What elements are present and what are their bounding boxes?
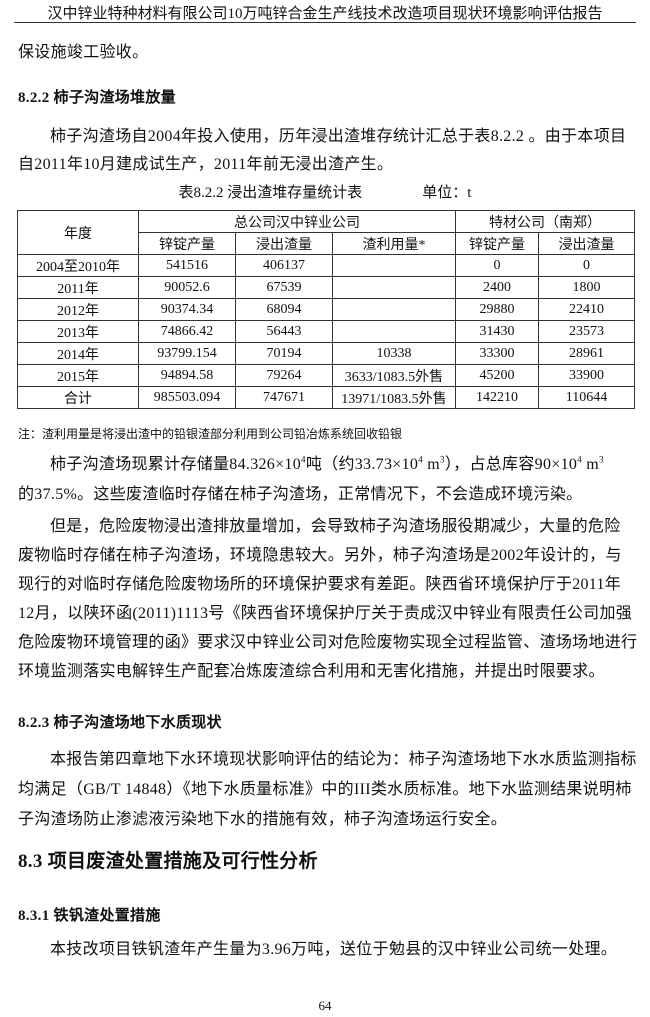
- paragraph-line: 环境监测落实电解锌生产配套冶炼废渣综合利用和无害化措施，并提出时限要求。: [18, 663, 605, 680]
- subheader: 锌锭产量: [455, 232, 539, 255]
- paragraph-line: 柿子沟渣场现累计存储量84.326×104吨（约33.73×104 m3），占总…: [50, 454, 604, 473]
- paragraph-line: 保设施竣工验收。: [18, 44, 149, 61]
- section-heading-8-3: 8.3 项目废渣处置措施及可行性分析: [18, 851, 318, 872]
- table-cell: 68094: [235, 298, 333, 321]
- paragraph-line: 本报告第四章地下水环境现状影响评估的结论为：柿子沟渣场地下水水质监测指标: [50, 751, 637, 768]
- table-row: 2011年 90052.6 67539 2400 1800: [17, 276, 635, 299]
- table-unit: 单位：t: [422, 185, 472, 201]
- table-row: 2015年 94894.58 79264 3633/1083.5外售 45200 3390…: [17, 364, 635, 387]
- section-heading-8-2-3: 8.2.3 柿子沟渣场地下水质现状: [18, 715, 222, 731]
- subheader: 浸出渣量: [538, 232, 635, 255]
- header-rule: [14, 22, 636, 23]
- leach-residue-table: 年度 总公司汉中锌业公司 特材公司（南郑） 锌锭产量 浸出渣量 渣利用量* 锌锭产量…: [17, 210, 635, 409]
- table-cell: 79264: [235, 364, 333, 387]
- table-caption: 表8.2.2 浸出渣堆存量统计表 单位：t: [0, 181, 650, 202]
- table-cell: 23573: [538, 320, 635, 343]
- table-cell: 90374.34: [138, 298, 236, 321]
- table-cell: 0: [455, 254, 539, 277]
- table-cell: 33900: [538, 364, 635, 387]
- table-row: 2004至2010年 541516 406137 0 0: [17, 254, 635, 277]
- table-cell: 13971/1083.5外售: [332, 386, 456, 409]
- table-cell: [332, 320, 456, 343]
- section-heading-8-3-1: 8.3.1 铁钒渣处置措施: [18, 908, 161, 924]
- paragraph-line: 危险废物环境管理的函》要求汉中锌业公司对危险废物实现全过程监管、渣场场地进行: [18, 634, 638, 651]
- subheader: 锌锭产量: [138, 232, 236, 255]
- table-cell: 28961: [538, 342, 635, 365]
- table-cell: 2015年: [17, 364, 139, 387]
- paragraph-line: 柿子沟渣场自2004年投入使用，历年浸出渣堆存统计汇总于表8.2.2 。由于本项…: [50, 128, 627, 145]
- table-cell: [332, 254, 456, 277]
- table-cell: 合计: [17, 386, 139, 409]
- table-cell: 985503.094: [138, 386, 236, 409]
- paragraph-line: 12月，以陕环函(2011)1113号《陕西省环境保护厅关于责成汉中锌业有限责任…: [18, 605, 633, 622]
- table-cell: 2013年: [17, 320, 139, 343]
- paragraph-line: 的37.5%。这些废渣临时存储在柿子沟渣场，正常情况下，不会造成环境污染。: [18, 486, 583, 503]
- table-cell: [332, 298, 456, 321]
- table-cell: 747671: [235, 386, 333, 409]
- table-cell: 90052.6: [138, 276, 236, 299]
- paragraph-line: 现行的对临时存储危险废物场所的环境保护要求有差距。陕西省环境保护厅于2011年: [18, 576, 622, 593]
- table-cell: 93799.154: [138, 342, 236, 365]
- header-year: 年度: [17, 210, 139, 255]
- running-header: 汉中锌业特种材料有限公司10万吨锌合金生产线技术改造项目现状环境影响评估报告: [47, 6, 603, 22]
- table-note: 注：渣利用量是将浸出渣中的铅银渣部分利用到公司铅冶炼系统回收铅银: [18, 427, 403, 441]
- table-cell: 29880: [455, 298, 539, 321]
- table-cell: 45200: [455, 364, 539, 387]
- header-group-tecai: 特材公司（南郑）: [455, 210, 635, 233]
- table-row: 2012年 90374.34 68094 29880 22410: [17, 298, 635, 321]
- paragraph-line: 子沟渣场防止渗滤液污染地下水的措施有效，柿子沟渣场运行安全。: [18, 811, 508, 828]
- table-cell: 33300: [455, 342, 539, 365]
- paragraph-line: 但是，危险废物浸出渣排放量增加，会导致柿子沟渣场服役期减少，大量的危险: [50, 518, 621, 535]
- paragraph-line: 自2011年10月建成试生产，2011年前无浸出渣产生。: [18, 156, 394, 173]
- section-heading-8-2-2: 8.2.2 柿子沟渣场堆放量: [18, 90, 176, 106]
- table-cell: 2012年: [17, 298, 139, 321]
- table-cell: 142210: [455, 386, 539, 409]
- table-cell: 2011年: [17, 276, 139, 299]
- table-cell: 406137: [235, 254, 333, 277]
- table-row: 2014年 93799.154 70194 10338 33300 28961: [17, 342, 635, 365]
- header-group-hanzhong: 总公司汉中锌业公司: [138, 210, 456, 233]
- table-cell: 70194: [235, 342, 333, 365]
- table-cell: [332, 276, 456, 299]
- subheader: 渣利用量*: [332, 232, 456, 255]
- subheader: 浸出渣量: [235, 232, 333, 255]
- table-title: 表8.2.2 浸出渣堆存量统计表: [178, 185, 363, 201]
- table-cell: 74866.42: [138, 320, 236, 343]
- page-number: 64: [318, 998, 332, 1013]
- table-cell: 2004至2010年: [17, 254, 139, 277]
- table-cell: 3633/1083.5外售: [332, 364, 456, 387]
- table-cell: 22410: [538, 298, 635, 321]
- table-cell: 2014年: [17, 342, 139, 365]
- table-row: 2013年 74866.42 56443 31430 23573: [17, 320, 635, 343]
- table-cell: 94894.58: [138, 364, 236, 387]
- table-cell: 31430: [455, 320, 539, 343]
- table-cell: 2400: [455, 276, 539, 299]
- table-cell: 67539: [235, 276, 333, 299]
- table-cell: 1800: [538, 276, 635, 299]
- paragraph-line: 废物临时存储在柿子沟渣场，环境隐患较大。另外，柿子沟渣场是2002年设计的，与: [18, 547, 622, 564]
- table-cell: 0: [538, 254, 635, 277]
- paragraph-line: 本技改项目铁钒渣年产生量为3.96万吨，送位于勉县的汉中锌业公司统一处理。: [50, 941, 618, 958]
- table-cell: 10338: [332, 342, 456, 365]
- table-cell: 56443: [235, 320, 333, 343]
- table-row: 合计 985503.094 747671 13971/1083.5外售 142210 11…: [17, 386, 635, 409]
- table-cell: 541516: [138, 254, 236, 277]
- paragraph-line: 均满足（GB/T 14848）《地下水质量标准》中的III类水质标准。地下水监测…: [18, 781, 632, 798]
- table-cell: 110644: [538, 386, 635, 409]
